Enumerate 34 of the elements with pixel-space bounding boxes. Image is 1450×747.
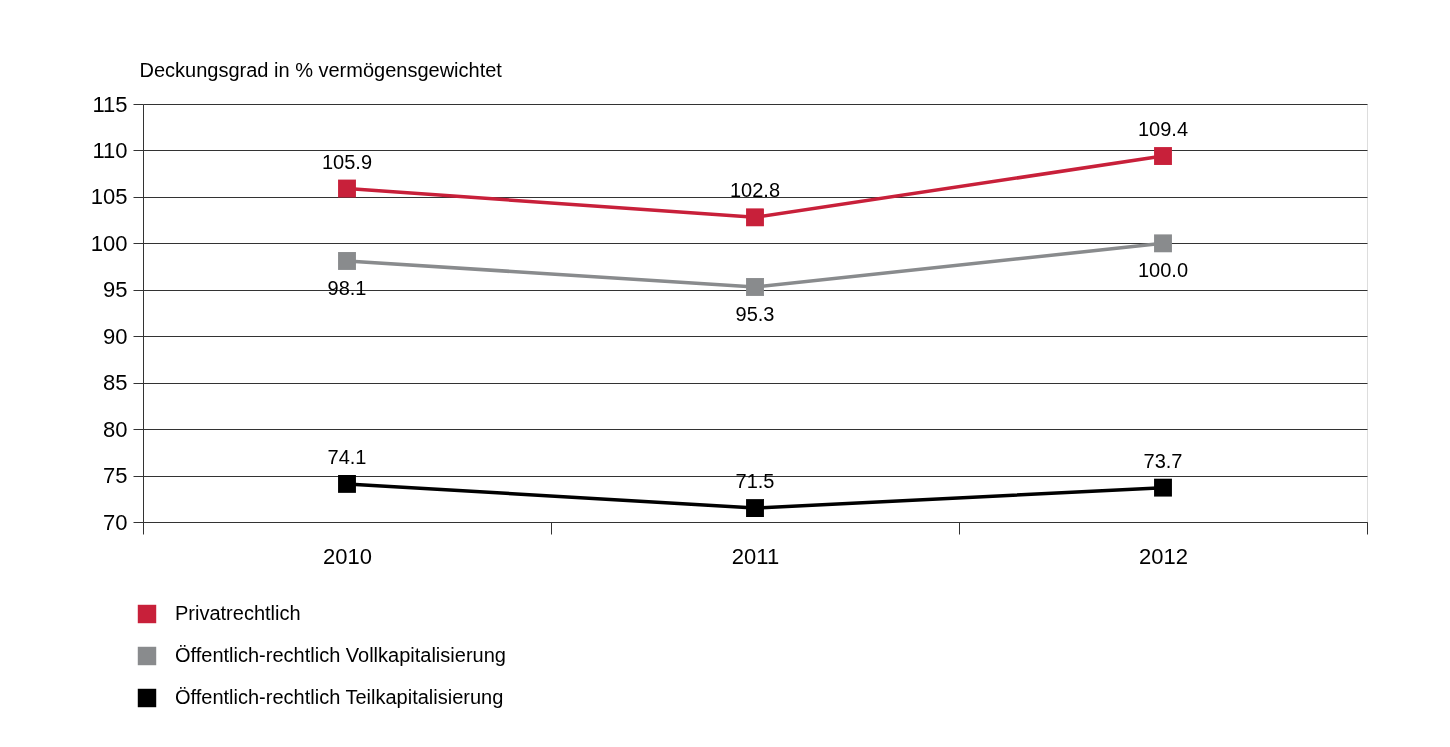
point [338,252,356,270]
data-label: 105.9 [321,150,373,173]
point [746,278,764,296]
x-tick-label: 2011 [731,543,780,569]
x-tick-label: 2010 [323,543,372,569]
y-tick-label: 80 [103,416,128,442]
x-tick-label: 2012 [1139,543,1188,569]
y-tick-label: 95 [103,277,128,303]
y-tick-label: 85 [103,370,128,396]
data-label: 73.7 [1143,449,1183,472]
point [746,208,764,227]
y-tick-label: 90 [103,323,128,349]
point [1154,234,1172,253]
point [338,474,356,493]
legend-label: Privatrechtlich [175,602,301,624]
data-label: 74.1 [327,445,367,468]
legend-label: Öffentlich-rechtlich Teilkapitalisierung [175,686,504,708]
data-label: 109.4 [1137,118,1189,141]
data-label: 71.5 [735,470,775,493]
point [746,499,764,518]
y-tick-label: 75 [103,463,128,489]
y-axis-title: Deckungsgrad in % vermögensgewichtet [139,58,503,81]
y-tick-label: 105 [90,184,128,210]
y-tick-label: 100 [90,230,128,256]
point [338,179,356,198]
data-label: 100.0 [1137,259,1189,282]
data-label: 102.8 [729,179,781,202]
data-label: 95.3 [735,302,775,325]
point [1154,478,1172,497]
point [1154,147,1172,165]
y-tick-label: 115 [92,91,128,117]
legend-label: Öffentlich-rechtlich Vollkapitalisierung [175,644,506,666]
y-tick-label: 110 [92,137,128,163]
y-tick-label: 70 [103,509,128,535]
